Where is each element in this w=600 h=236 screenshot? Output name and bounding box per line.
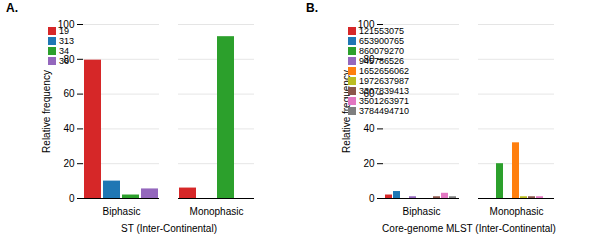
- svg-text:20: 20: [363, 158, 375, 169]
- svg-text:40: 40: [63, 123, 75, 134]
- svg-text:0: 0: [69, 193, 75, 204]
- svg-text:60: 60: [63, 88, 75, 99]
- svg-text:ST (Inter-Continental): ST (Inter-Continental): [121, 223, 217, 234]
- svg-text:Monophasic: Monophasic: [190, 206, 244, 217]
- svg-text:0: 0: [369, 193, 375, 204]
- svg-text:Monophasic: Monophasic: [490, 206, 544, 217]
- svg-text:Relative frequency: Relative frequency: [41, 70, 52, 153]
- svg-text:Core-genome MLST (Inter-Contin: Core-genome MLST (Inter-Continental): [382, 223, 556, 234]
- svg-text:Biphasic: Biphasic: [103, 206, 141, 217]
- svg-text:40: 40: [363, 123, 375, 134]
- svg-text:Biphasic: Biphasic: [403, 206, 441, 217]
- svg-text:20: 20: [63, 158, 75, 169]
